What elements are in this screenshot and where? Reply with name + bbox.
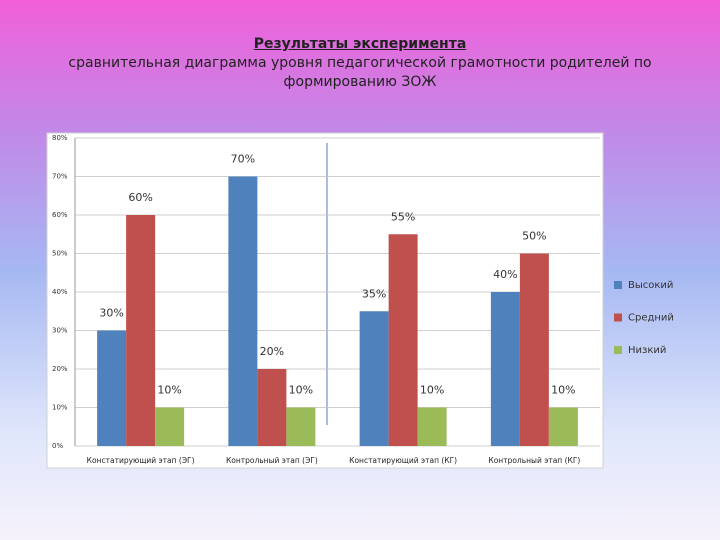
data-label: 55% (391, 210, 415, 223)
bar (286, 407, 316, 446)
y-tick-label: 0% (52, 442, 63, 450)
header: Результаты эксперимента сравнительная ди… (40, 36, 680, 92)
bar (388, 234, 418, 446)
y-tick-label: 70% (52, 173, 68, 181)
bar (97, 330, 127, 446)
legend-label: Высокий (628, 280, 673, 291)
bar (155, 407, 185, 446)
data-label: 60% (128, 191, 152, 204)
bar (126, 215, 156, 446)
y-tick-label: 30% (52, 327, 68, 335)
data-label: 35% (362, 287, 386, 300)
legend-swatch (614, 346, 622, 354)
y-tick-label: 60% (52, 211, 68, 219)
data-label: 10% (551, 384, 575, 397)
chart-subtitle: сравнительная диаграмма уровня педагогич… (68, 55, 652, 90)
legend-label: Низкий (628, 345, 666, 356)
data-label: 20% (260, 345, 284, 358)
data-label: 30% (99, 307, 123, 320)
bar (228, 176, 258, 446)
bar (359, 311, 389, 446)
bar (519, 253, 549, 446)
y-tick-label: 10% (52, 404, 68, 412)
x-tick-label: Контрольный этап (КГ) (488, 456, 580, 465)
legend-label: Средний (628, 313, 674, 324)
y-tick-label: 80% (52, 134, 68, 142)
data-label: 10% (289, 384, 313, 397)
chart-title: Результаты эксперимента (253, 36, 467, 52)
data-label: 50% (522, 230, 546, 243)
legend-swatch (614, 313, 622, 322)
bar (490, 292, 520, 446)
y-tick-label: 50% (52, 250, 68, 258)
x-tick-label: Констатирующий этап (КГ) (349, 456, 457, 465)
x-tick-label: Констатирующий этап (ЭГ) (87, 456, 195, 465)
x-tick-label: Контрольный этап (ЭГ) (226, 456, 318, 465)
data-label: 40% (493, 268, 517, 281)
legend-swatch (614, 281, 622, 289)
data-label: 70% (231, 153, 255, 166)
bar (548, 407, 578, 446)
bar (417, 407, 447, 446)
y-tick-label: 20% (52, 365, 68, 373)
data-label: 10% (157, 384, 181, 397)
bar (257, 369, 287, 446)
y-tick-label: 40% (52, 288, 68, 296)
data-label: 10% (420, 384, 444, 397)
